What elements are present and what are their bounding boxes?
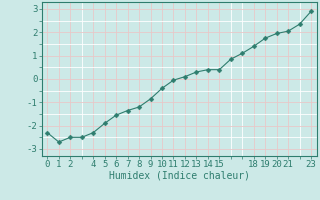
X-axis label: Humidex (Indice chaleur): Humidex (Indice chaleur) bbox=[109, 171, 250, 181]
